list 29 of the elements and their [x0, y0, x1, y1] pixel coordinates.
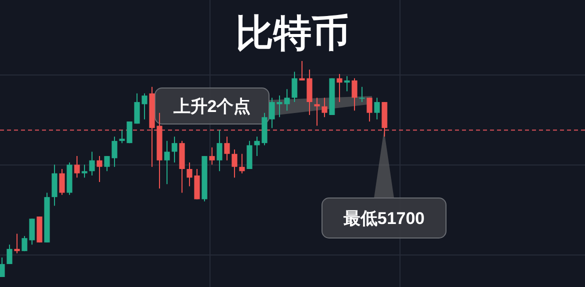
- candlestick: [0, 257, 5, 278]
- candlestick: [52, 164, 58, 206]
- candlestick: [359, 86, 365, 103]
- candlestick: [246, 140, 252, 170]
- candlestick: [374, 97, 380, 120]
- candlestick: [82, 164, 88, 178]
- candlestick: [59, 168, 65, 196]
- candlestick: [14, 233, 20, 254]
- candlestick: [164, 140, 170, 185]
- candlestick: [239, 153, 245, 174]
- candlestick: [366, 97, 372, 122]
- annotation: 最低51700: [342, 209, 425, 228]
- chart-title: 比特币: [236, 13, 350, 55]
- candlestick: [6, 244, 12, 265]
- candlestick: [96, 156, 102, 182]
- candlestick: [322, 97, 328, 118]
- candlestick: [232, 149, 238, 178]
- candlestick: [209, 146, 215, 166]
- candlestick: [89, 151, 95, 176]
- candlestick: [336, 73, 342, 103]
- candlestick: [172, 136, 178, 164]
- candlestick: [224, 136, 230, 161]
- candlestick: [292, 71, 298, 103]
- candlestick: [344, 76, 350, 92]
- candlestick: [314, 97, 320, 126]
- candlestick: [74, 156, 80, 178]
- candlestick: [216, 130, 222, 172]
- annotation: 上升2个点: [172, 97, 251, 116]
- candlestick: [352, 78, 358, 112]
